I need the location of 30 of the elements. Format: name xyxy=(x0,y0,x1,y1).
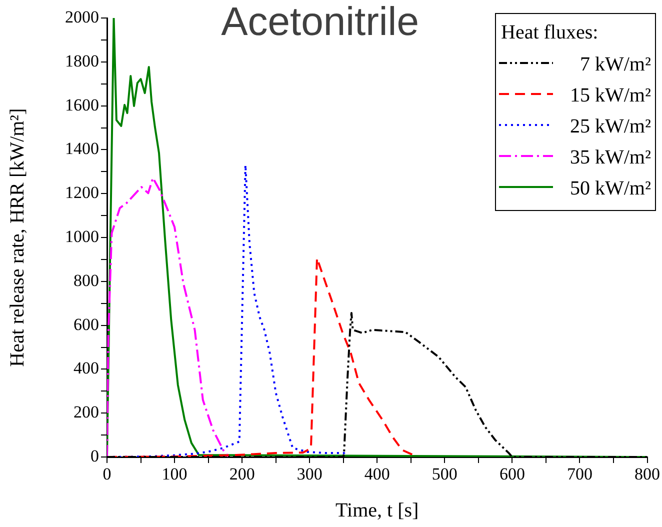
line-series xyxy=(107,177,230,457)
y-axis-title: Heat release rate, HRR [kW/m²] xyxy=(6,108,28,367)
x-tick-label: 600 xyxy=(499,464,525,484)
x-tick-label: 200 xyxy=(229,464,255,484)
x-tick-label: 100 xyxy=(162,464,188,484)
y-tick-label: 1400 xyxy=(65,139,99,158)
legend-label: 50 kW/m² xyxy=(570,177,651,200)
y-tick-label: 2000 xyxy=(65,7,99,26)
x-tick-label: 400 xyxy=(364,464,390,484)
y-tick-label: 1800 xyxy=(65,51,99,70)
y-tick-label: 400 xyxy=(74,358,99,378)
legend-title: Heat fluxes: xyxy=(501,21,598,44)
chart-title: Acetonitrile xyxy=(221,0,419,44)
y-tick-label: 0 xyxy=(90,446,99,466)
x-tick-label: 700 xyxy=(566,464,592,484)
y-tick-label: 1000 xyxy=(65,226,99,246)
y-tick-label: 1200 xyxy=(65,183,99,202)
x-tick-label: 300 xyxy=(296,464,322,484)
x-tick-label: 800 xyxy=(634,464,660,484)
y-tick-label: 800 xyxy=(74,270,99,290)
x-axis-title: Time, t [s] xyxy=(336,499,419,522)
legend-label: 7 kW/m² xyxy=(580,53,651,76)
y-tick-label: 200 xyxy=(74,402,99,422)
x-tick-label: 0 xyxy=(102,464,112,484)
legend-label: 15 kW/m² xyxy=(570,84,651,106)
legend-label: 35 kW/m² xyxy=(570,146,651,168)
legend-label: 25 kW/m² xyxy=(570,115,651,138)
y-tick-label: 1600 xyxy=(65,95,99,114)
y-tick-label: 600 xyxy=(74,314,99,334)
x-tick-label: 500 xyxy=(432,464,458,484)
